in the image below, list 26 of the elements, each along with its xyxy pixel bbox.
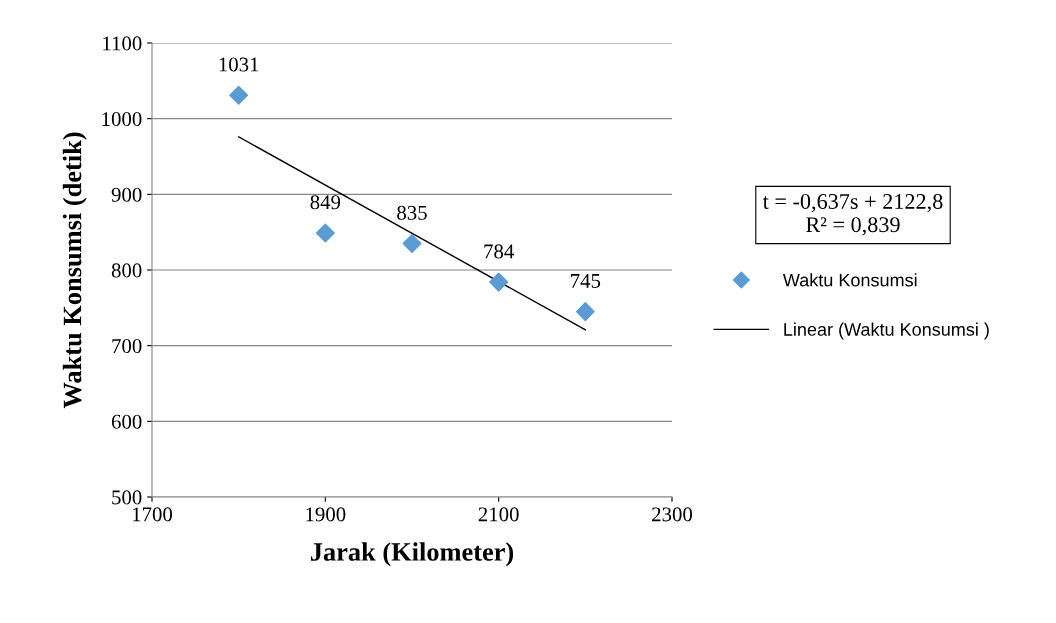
y-tick-label: 600 bbox=[111, 414, 142, 429]
y-tick-label: 900 bbox=[111, 187, 142, 202]
data-label: 849 bbox=[310, 195, 341, 210]
y-tick-label: 800 bbox=[111, 263, 142, 278]
x-tick-label: 2300 bbox=[652, 507, 693, 522]
data-label: 784 bbox=[484, 244, 514, 259]
legend-label: Linear (Waktu Konsumsi ) bbox=[784, 322, 989, 340]
x-tick-label: 2100 bbox=[478, 507, 519, 522]
data-label: 1031 bbox=[219, 57, 259, 72]
point bbox=[402, 234, 422, 253]
y-tick-label: 700 bbox=[112, 339, 142, 354]
x-axis-title: Jarak (Kilometer) bbox=[310, 542, 514, 567]
y-tick-label: 1000 bbox=[102, 112, 142, 127]
data-label: 835 bbox=[397, 205, 427, 220]
point bbox=[489, 272, 509, 292]
y-axis-title: Waktu Konsumsi (detik) bbox=[62, 132, 87, 409]
y-tick-label: 500 bbox=[112, 490, 142, 505]
data-label: 745 bbox=[571, 274, 601, 288]
x-tick-label: 1900 bbox=[306, 507, 346, 522]
x-tick-label: 1700 bbox=[133, 507, 173, 522]
point bbox=[229, 85, 249, 105]
point bbox=[315, 223, 335, 243]
point bbox=[575, 302, 595, 322]
legend-label: Waktu Konsumsi bbox=[782, 273, 917, 287]
text: t = -0,637s + 2122,8 R² = 0,839 bbox=[762, 193, 943, 236]
y-tick-label: 1100 bbox=[103, 36, 142, 51]
